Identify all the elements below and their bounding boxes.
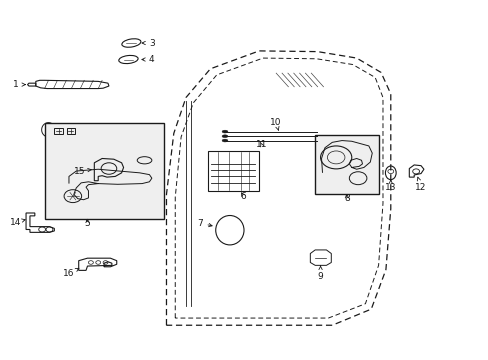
Ellipse shape (222, 130, 227, 133)
Text: 4: 4 (142, 55, 154, 64)
Bar (207, 151, 259, 191)
Text: 3: 3 (142, 39, 154, 48)
Bar (54, 128, 63, 134)
Text: 13: 13 (384, 180, 396, 192)
Text: 2: 2 (45, 137, 51, 150)
Bar (315, 135, 378, 194)
Bar (44, 123, 163, 220)
Text: 16: 16 (63, 268, 79, 278)
Text: 12: 12 (414, 177, 426, 192)
Text: 14: 14 (10, 218, 25, 227)
Text: 6: 6 (240, 192, 246, 201)
Text: 7: 7 (196, 219, 212, 228)
Bar (66, 128, 75, 134)
Text: 9: 9 (317, 266, 323, 280)
Text: 8: 8 (344, 194, 349, 203)
Text: 5: 5 (84, 219, 90, 228)
Text: 15: 15 (74, 167, 91, 176)
Ellipse shape (222, 135, 227, 138)
Text: 1: 1 (13, 80, 25, 89)
Ellipse shape (222, 139, 227, 142)
Text: 11: 11 (255, 140, 267, 149)
Text: 10: 10 (270, 118, 282, 130)
